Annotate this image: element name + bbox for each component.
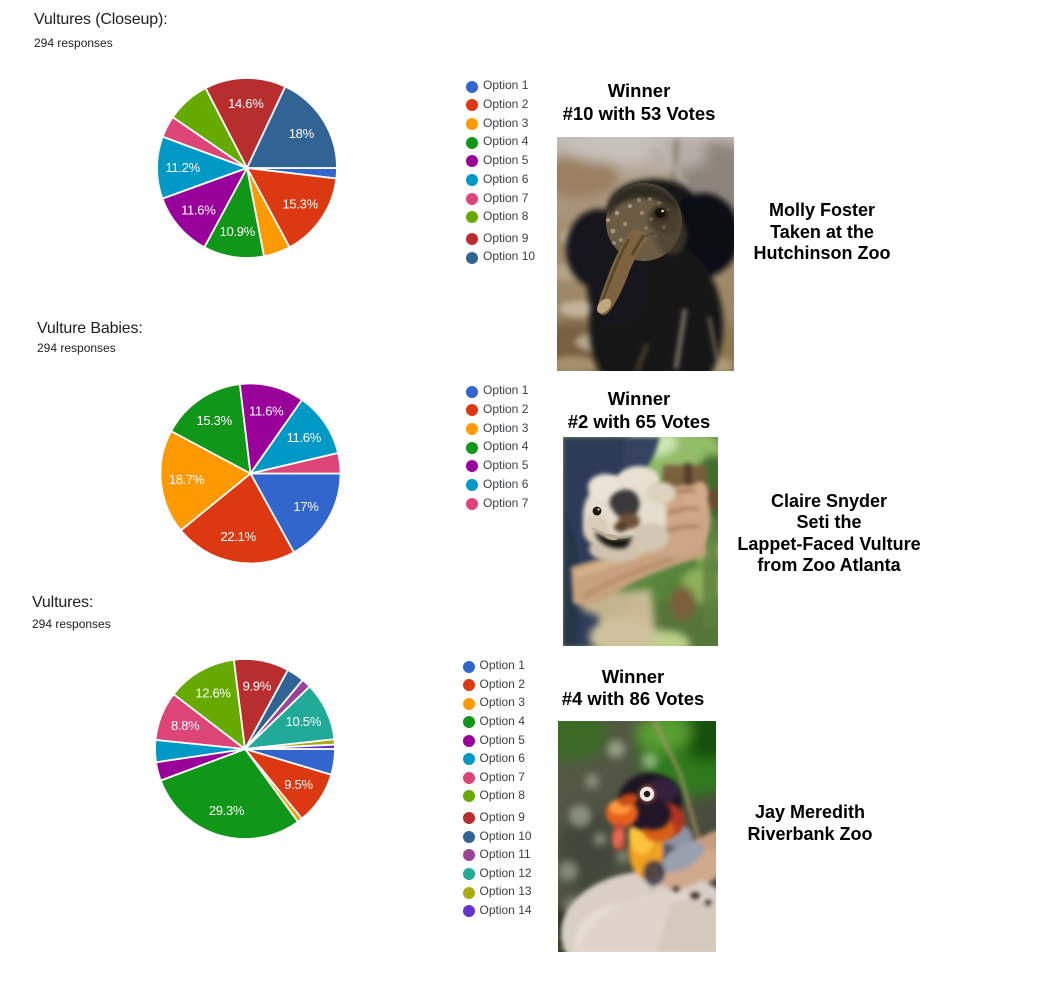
svg-text:18.7%: 18.7%: [169, 472, 205, 487]
svg-text:10.5%: 10.5%: [286, 714, 322, 729]
svg-text:18%: 18%: [289, 126, 315, 141]
svg-text:8.8%: 8.8%: [171, 718, 200, 733]
svg-text:11.6%: 11.6%: [287, 430, 322, 445]
svg-text:15.3%: 15.3%: [197, 413, 233, 428]
svg-text:9.9%: 9.9%: [243, 678, 272, 693]
svg-text:15.3%: 15.3%: [283, 197, 319, 212]
svg-text:29.3%: 29.3%: [209, 803, 245, 818]
svg-text:11.6%: 11.6%: [181, 203, 216, 218]
svg-text:17%: 17%: [293, 499, 319, 514]
svg-text:10.9%: 10.9%: [220, 224, 256, 239]
svg-text:22.1%: 22.1%: [221, 529, 257, 544]
svg-text:12.6%: 12.6%: [195, 686, 231, 701]
svg-text:11.2%: 11.2%: [165, 160, 200, 175]
svg-text:14.6%: 14.6%: [228, 96, 264, 111]
svg-text:9.5%: 9.5%: [284, 777, 313, 792]
svg-text:11.6%: 11.6%: [249, 404, 284, 419]
